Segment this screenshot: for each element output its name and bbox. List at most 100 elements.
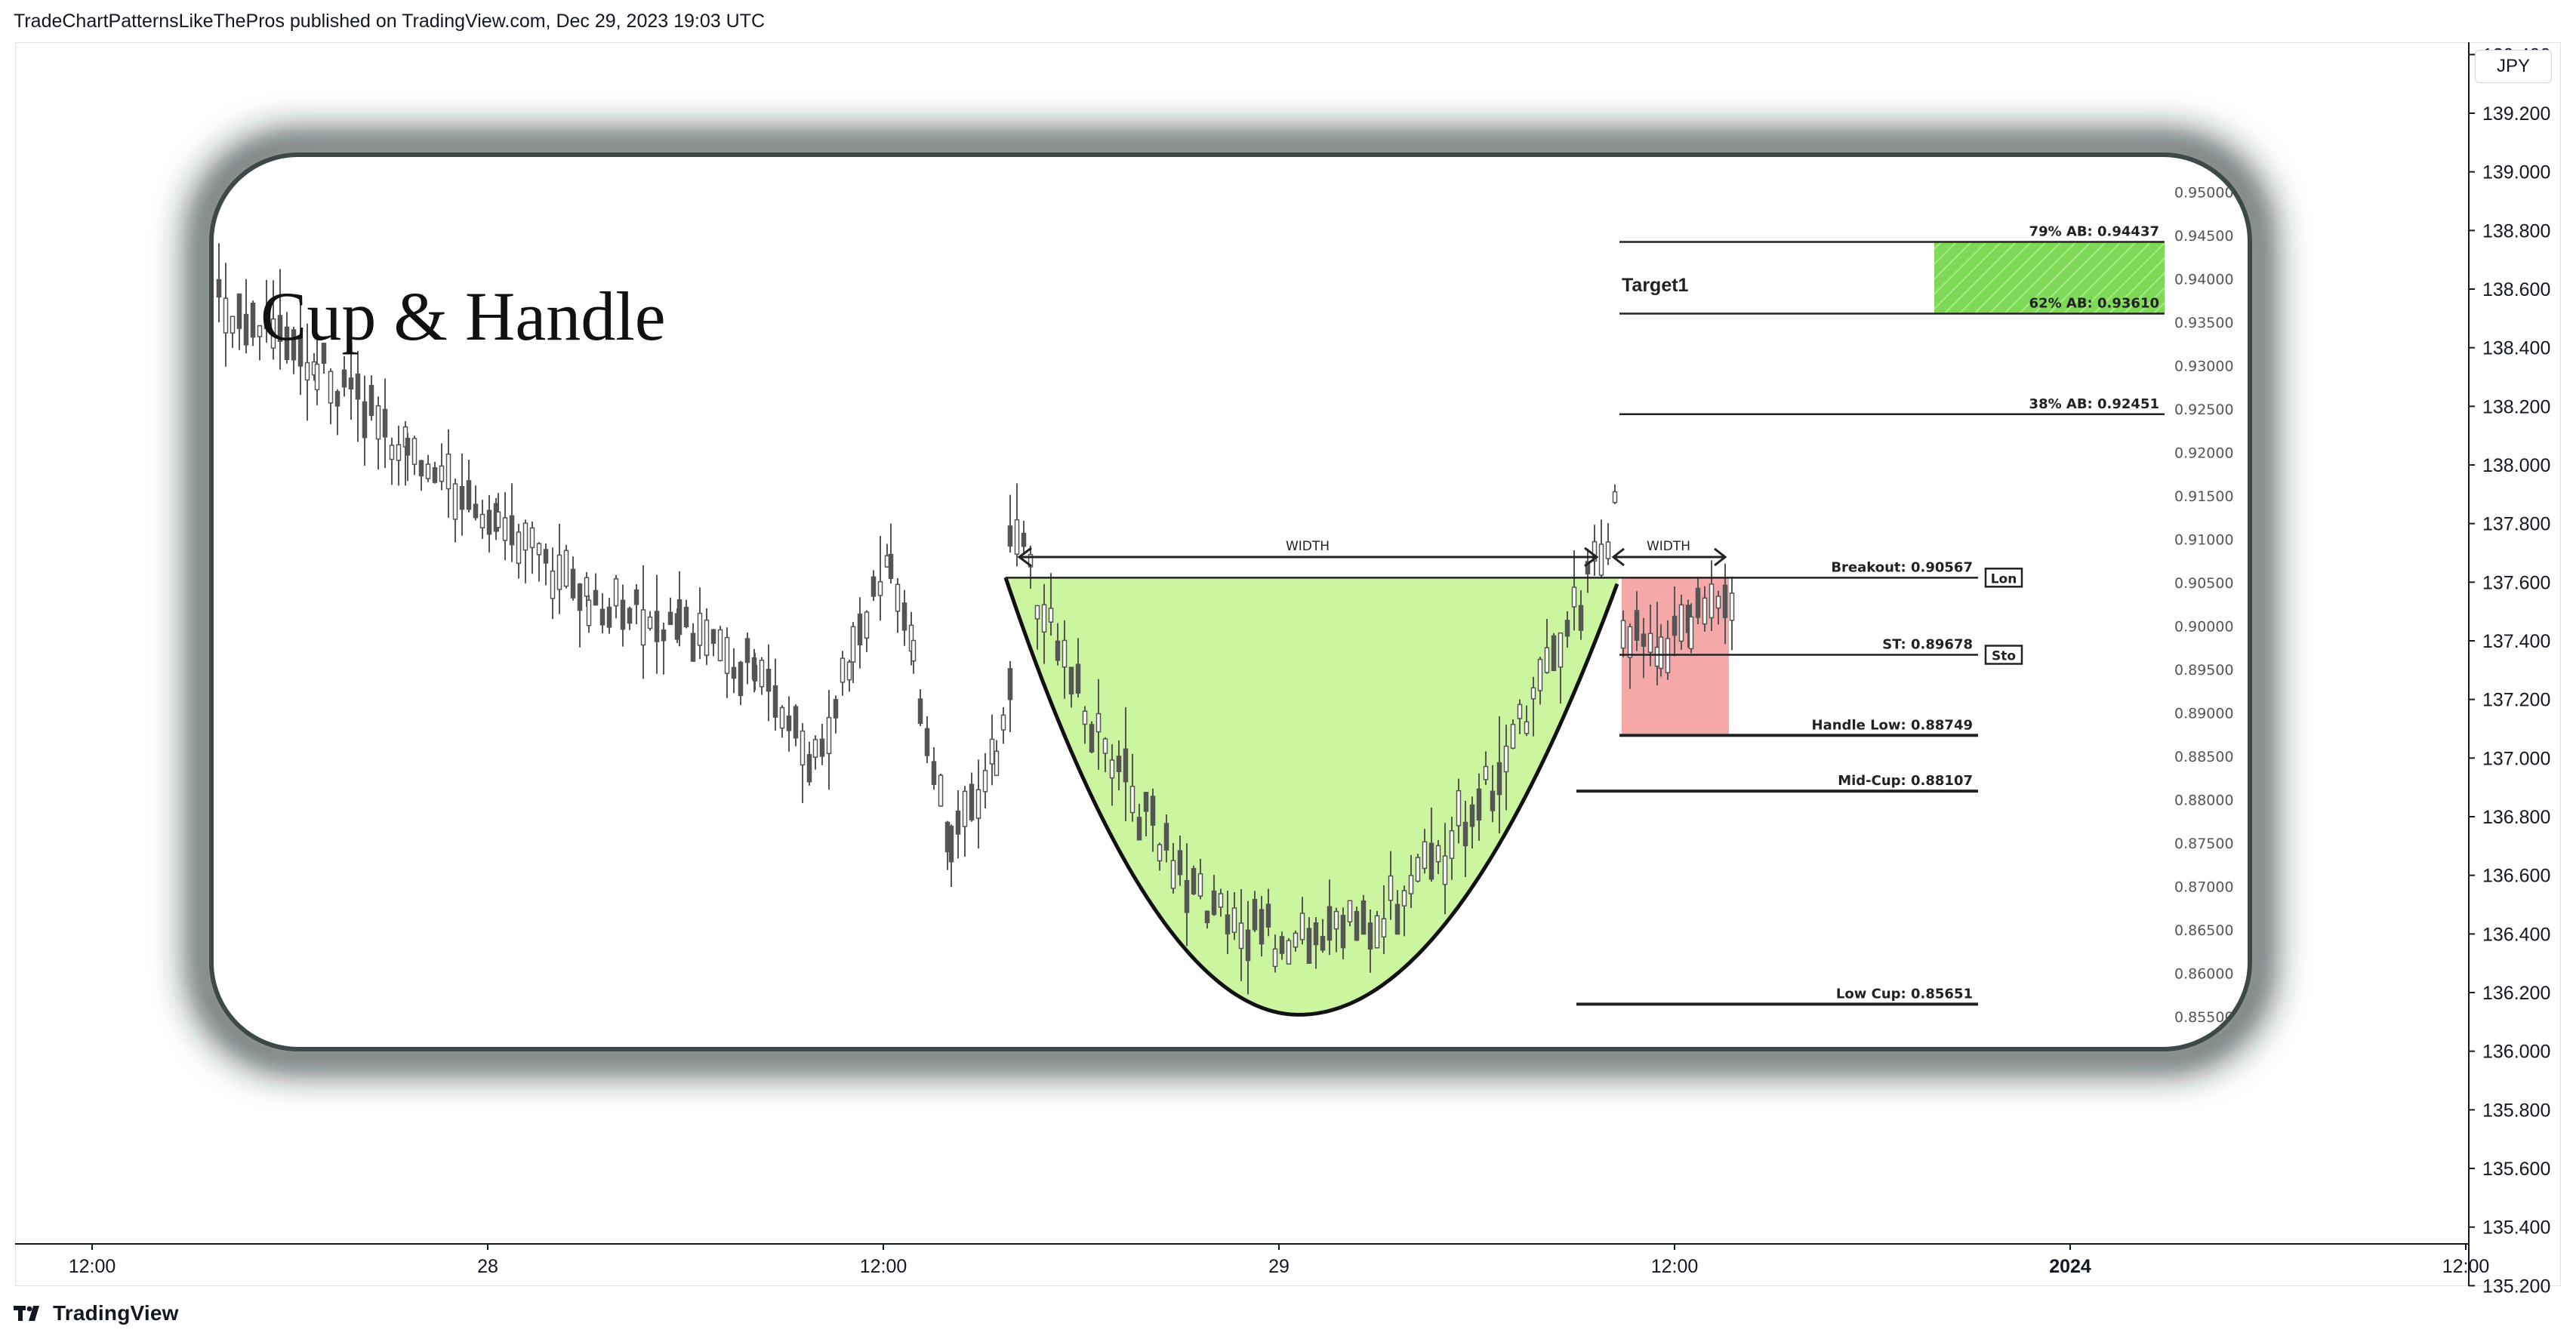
- inner-candle-body: [1007, 668, 1013, 700]
- main-price-axis[interactable]: 139.400139.200139.000138.800138.600138.4…: [2469, 45, 2550, 1297]
- cup-candle-body: [1530, 687, 1536, 700]
- cup-candle-body: [1490, 790, 1496, 811]
- cup-candle-body: [1170, 860, 1176, 889]
- cup-candle-body: [1564, 620, 1570, 637]
- cup-candle-body: [1578, 605, 1584, 631]
- inner-candle-body: [800, 730, 806, 766]
- currency-badge[interactable]: JPY: [2475, 50, 2552, 83]
- cup-candle-body: [1231, 907, 1237, 933]
- inner-candle-body: [466, 480, 472, 510]
- inner-candle-body: [284, 326, 290, 361]
- inner-candle-body: [640, 609, 646, 646]
- cup-candle-body: [1401, 890, 1407, 907]
- cup-candle-body: [1136, 817, 1142, 841]
- inner-candle-body: [586, 599, 592, 626]
- cup-candle-body: [1197, 873, 1203, 897]
- inner-candle-body: [846, 661, 852, 681]
- cup-candle-body: [1394, 903, 1400, 935]
- inner-price-tick-label: 0.95000: [2174, 185, 2234, 202]
- inner-candles-cup: [1007, 483, 1618, 995]
- cup-candle-body: [1259, 909, 1265, 945]
- inner-candle-body: [738, 661, 744, 697]
- time-tick-label: 28: [477, 1256, 498, 1277]
- handle-candle-body: [1702, 597, 1708, 625]
- cup-candle-body: [1381, 918, 1387, 938]
- inner-candle-body: [536, 543, 542, 556]
- inner-price-tick-label: 0.90000: [2174, 618, 2234, 635]
- handle-candle-body: [1678, 604, 1684, 642]
- inner-candle-body: [230, 316, 236, 334]
- time-tick-label: 12:00: [69, 1256, 116, 1277]
- footer: TradingView: [14, 1298, 179, 1328]
- inner-candle-body: [676, 599, 683, 636]
- inner-candle-body: [257, 325, 263, 337]
- cup-candle-body: [1462, 821, 1468, 847]
- cup-candle-body: [1157, 844, 1163, 862]
- target-zone: [1934, 242, 2165, 314]
- cup-candle-body: [1612, 491, 1618, 503]
- inner-price-tick-label: 0.93500: [2174, 315, 2234, 331]
- price-tick-label: 136.200: [2482, 983, 2550, 1004]
- cup-candle-body: [1177, 850, 1183, 876]
- handle-candle-body: [1627, 626, 1633, 658]
- cup-candle-body: [1320, 935, 1326, 951]
- inner-price-tick-label: 0.88000: [2174, 792, 2234, 808]
- cup-candle-body: [1544, 647, 1550, 673]
- inner-candle-body: [355, 373, 361, 400]
- inner-candle-body: [1000, 714, 1006, 731]
- cup-candle-body: [1327, 906, 1333, 941]
- cup-candle-body: [1123, 748, 1129, 783]
- inner-price-tick-label: 0.89000: [2174, 705, 2234, 722]
- time-axis[interactable]: 12:002812:002912:00202412:00212:00312:00…: [69, 1244, 2576, 1277]
- cup-candle-body: [1293, 932, 1299, 948]
- level-label: 62% AB: 0.93610: [2029, 296, 2159, 312]
- inner-candle-body: [731, 666, 737, 679]
- cup-candle-body: [1354, 910, 1360, 941]
- handle-candle-body: [1709, 583, 1715, 619]
- cup-candle-body: [1347, 900, 1353, 923]
- price-tick-label: 135.200: [2482, 1276, 2550, 1297]
- cup-candle-body: [1143, 792, 1149, 812]
- time-tick-label: 12:00: [1651, 1256, 1699, 1277]
- cup-candle-body: [1055, 640, 1061, 661]
- cup-candle-body: [1034, 605, 1040, 620]
- inner-candle-body: [710, 629, 716, 645]
- inner-candle-body: [819, 738, 825, 757]
- price-tick-label: 136.800: [2482, 807, 2550, 828]
- cup-candle-body: [1571, 586, 1577, 608]
- inner-candle-body: [452, 483, 458, 520]
- inner-candle-body: [297, 335, 304, 367]
- inner-price-tick-label: 0.89500: [2174, 662, 2234, 679]
- level-label: Low Cup: 0.85651: [1836, 986, 1973, 1002]
- inner-candle-body: [683, 606, 689, 628]
- cup-candle-body: [1524, 721, 1530, 734]
- inner-price-tick-label: 0.92500: [2174, 402, 2234, 418]
- level-lines: 79% AB: 0.94437 62% AB: 0.93610 38% AB: 0.…: [1006, 223, 2165, 1006]
- cup-candle-body: [1435, 845, 1441, 863]
- inner-candle-body: [627, 608, 633, 624]
- inner-candles-handle: [1620, 560, 1735, 689]
- tradingview-logo-text: TradingView: [53, 1301, 179, 1325]
- inner-candle-body: [793, 706, 799, 739]
- chart-frame[interactable]: [15, 42, 2561, 1286]
- inner-candle-body: [263, 316, 270, 330]
- price-tick-label: 138.200: [2482, 396, 2550, 417]
- handle-candle-body: [1715, 596, 1721, 609]
- level-label: Handle Low: 0.88749: [1812, 717, 1973, 733]
- cup-candle-body: [1279, 936, 1285, 954]
- handle-candle-body: [1729, 593, 1735, 621]
- price-tick-label: 137.600: [2482, 572, 2550, 593]
- card-shadow: [191, 134, 2270, 1070]
- handle-width-annotation: WIDTH: [1611, 539, 1727, 567]
- inner-candle-body: [584, 577, 590, 597]
- price-tick-label: 138.600: [2482, 279, 2550, 300]
- price-tick-label: 137.000: [2482, 748, 2550, 769]
- target-zone-label: Target1: [1622, 275, 1689, 296]
- cup-candle-body: [1089, 724, 1095, 753]
- price-tick-label: 136.600: [2482, 866, 2550, 887]
- cup-candle-body: [1469, 804, 1475, 827]
- inner-candle-body: [857, 613, 863, 645]
- cup-curve: [1003, 577, 1619, 1017]
- level-tag-label: Sto: [1992, 649, 2016, 664]
